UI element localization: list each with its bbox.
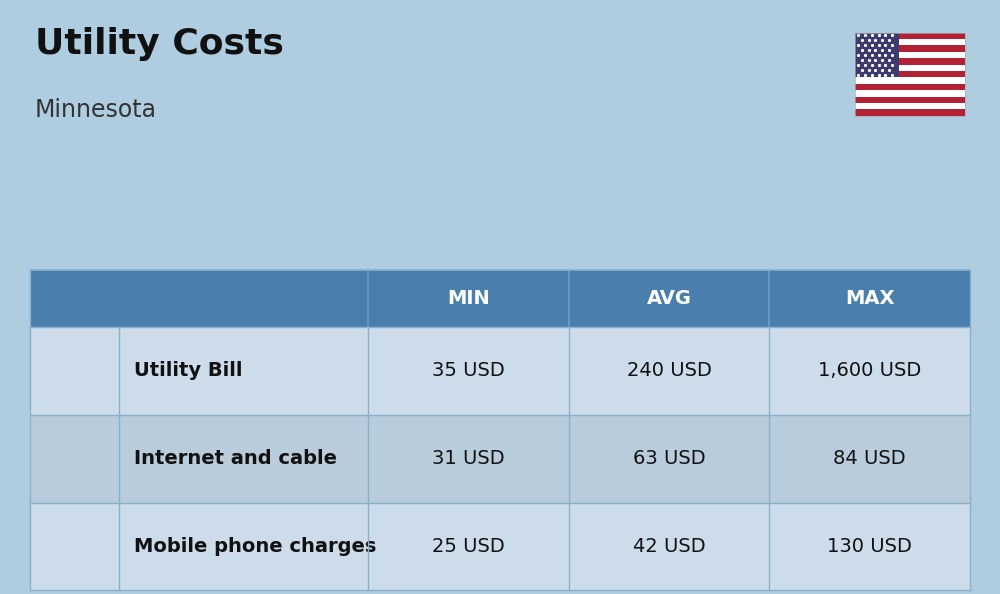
FancyBboxPatch shape [855, 90, 965, 97]
FancyBboxPatch shape [855, 33, 965, 39]
FancyBboxPatch shape [855, 109, 965, 116]
Text: 25 USD: 25 USD [432, 537, 505, 556]
Text: Minnesota: Minnesota [35, 98, 157, 122]
FancyBboxPatch shape [855, 65, 965, 71]
FancyBboxPatch shape [30, 415, 970, 503]
Text: AVG: AVG [647, 289, 692, 308]
FancyBboxPatch shape [855, 46, 965, 52]
Text: Internet and cable: Internet and cable [134, 449, 337, 468]
Text: Mobile phone charges: Mobile phone charges [134, 537, 377, 556]
FancyBboxPatch shape [30, 503, 970, 590]
FancyBboxPatch shape [855, 58, 965, 65]
Text: 130 USD: 130 USD [827, 537, 912, 556]
FancyBboxPatch shape [855, 52, 965, 58]
FancyBboxPatch shape [855, 84, 965, 90]
FancyBboxPatch shape [855, 97, 965, 103]
Text: 31 USD: 31 USD [432, 449, 505, 468]
FancyBboxPatch shape [769, 270, 970, 327]
FancyBboxPatch shape [368, 270, 569, 327]
Text: 240 USD: 240 USD [627, 361, 712, 380]
FancyBboxPatch shape [30, 270, 119, 327]
FancyBboxPatch shape [569, 270, 769, 327]
FancyBboxPatch shape [30, 327, 970, 415]
FancyBboxPatch shape [855, 39, 965, 46]
Text: 35 USD: 35 USD [432, 361, 505, 380]
FancyBboxPatch shape [855, 33, 899, 77]
Text: MAX: MAX [845, 289, 894, 308]
Text: 42 USD: 42 USD [633, 537, 706, 556]
Text: Utility Bill: Utility Bill [134, 361, 243, 380]
Text: 1,600 USD: 1,600 USD [818, 361, 921, 380]
FancyBboxPatch shape [855, 71, 965, 77]
Text: 63 USD: 63 USD [633, 449, 706, 468]
Text: Utility Costs: Utility Costs [35, 27, 284, 61]
FancyBboxPatch shape [855, 77, 965, 84]
Text: 84 USD: 84 USD [833, 449, 906, 468]
FancyBboxPatch shape [855, 103, 965, 109]
Text: MIN: MIN [447, 289, 490, 308]
FancyBboxPatch shape [119, 270, 368, 327]
